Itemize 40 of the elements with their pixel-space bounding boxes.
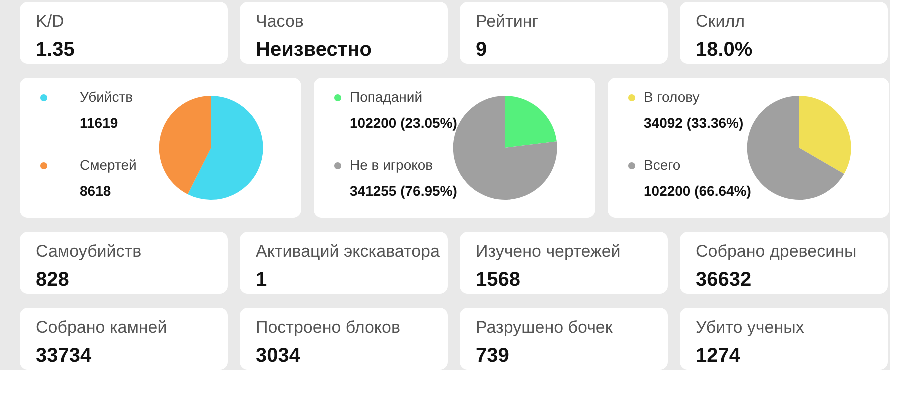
- text: Собрано камней: [36, 318, 168, 337]
- text: 739: [476, 345, 510, 367]
- pie-slice: [159, 96, 212, 194]
- legend-label: Не в игроков: [350, 157, 434, 173]
- text: 33734: [36, 345, 92, 367]
- data-label: 11619: [80, 115, 118, 131]
- text: 1.35: [36, 39, 75, 61]
- text: 9: [476, 39, 488, 61]
- data-label: 8618: [80, 183, 112, 199]
- text: Рейтинг: [476, 12, 538, 31]
- text: 3034: [256, 345, 302, 367]
- text: 828: [36, 269, 70, 291]
- text: 1: [256, 269, 268, 291]
- text: 18.0%: [696, 39, 753, 61]
- text: 1274: [696, 345, 742, 367]
- text: K/D: [36, 12, 64, 31]
- text: Убито ученых: [696, 318, 805, 337]
- text: Активаций экскаватора: [256, 242, 440, 261]
- legend-label: Всего: [644, 157, 681, 173]
- pie-slice: [188, 96, 264, 200]
- text: Изучено чертежей: [476, 242, 621, 261]
- text: 36632: [696, 269, 752, 291]
- data-label: 34092 (33.36%): [644, 115, 744, 131]
- text: Самоубийств: [36, 242, 142, 261]
- text: 1568: [476, 269, 520, 291]
- text: Часов: [256, 12, 304, 31]
- legend-label: Смертей: [80, 157, 137, 173]
- text: Построено блоков: [256, 318, 401, 337]
- text: Разрушено бочек: [476, 318, 614, 337]
- text: Скилл: [696, 12, 746, 31]
- pie-slice: [799, 96, 852, 174]
- text: Собрано древесины: [696, 242, 857, 261]
- data-label: 341255 (76.95%): [350, 183, 458, 199]
- data-label: 102200 (23.05%): [350, 115, 458, 131]
- legend-label: В голову: [644, 89, 700, 105]
- data-label: 102200 (66.64%): [644, 183, 752, 199]
- pie-slice: [505, 96, 557, 148]
- text: Неизвестно: [256, 39, 372, 61]
- legend-label: Убийств: [80, 89, 134, 105]
- legend-label: Попаданий: [350, 89, 423, 105]
